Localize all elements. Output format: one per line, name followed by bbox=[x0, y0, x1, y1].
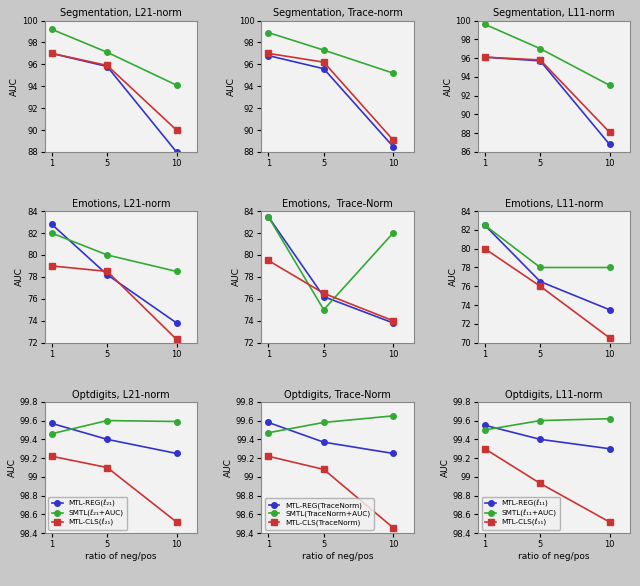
Y-axis label: AUC: AUC bbox=[444, 77, 452, 96]
Y-axis label: AUC: AUC bbox=[8, 458, 17, 477]
X-axis label: ratio of neg/pos: ratio of neg/pos bbox=[85, 552, 157, 561]
Title: Emotions, L21-norm: Emotions, L21-norm bbox=[72, 199, 170, 209]
Title: Optdigits, L21-norm: Optdigits, L21-norm bbox=[72, 390, 170, 400]
Y-axis label: AUC: AUC bbox=[232, 267, 241, 287]
Y-axis label: AUC: AUC bbox=[440, 458, 449, 477]
Y-axis label: AUC: AUC bbox=[449, 267, 458, 287]
Legend: MTL-REG(ℓ₁₁), SMTL(ℓ₁₁+AUC), MTL-CLS(ℓ₁₁): MTL-REG(ℓ₁₁), SMTL(ℓ₁₁+AUC), MTL-CLS(ℓ₁₁… bbox=[481, 497, 561, 530]
X-axis label: ratio of neg/pos: ratio of neg/pos bbox=[302, 552, 373, 561]
Y-axis label: AUC: AUC bbox=[10, 77, 19, 96]
Title: Optdigits, Trace-Norm: Optdigits, Trace-Norm bbox=[284, 390, 391, 400]
Y-axis label: AUC: AUC bbox=[227, 77, 236, 96]
Title: Segmentation, Trace-norm: Segmentation, Trace-norm bbox=[273, 8, 403, 18]
Y-axis label: AUC: AUC bbox=[224, 458, 233, 477]
Y-axis label: AUC: AUC bbox=[15, 267, 24, 287]
Title: Segmentation, L11-norm: Segmentation, L11-norm bbox=[493, 8, 615, 18]
Legend: MTL-REG(TraceNorm), SMTL(TraceNorm+AUC), MTL-CLS(TraceNorm): MTL-REG(TraceNorm), SMTL(TraceNorm+AUC),… bbox=[265, 499, 374, 530]
Legend: MTL-REG(ℓ₂₁), SMTL(ℓ₂₁+AUC), MTL-CLS(ℓ₂₁): MTL-REG(ℓ₂₁), SMTL(ℓ₂₁+AUC), MTL-CLS(ℓ₂₁… bbox=[49, 497, 127, 530]
X-axis label: ratio of neg/pos: ratio of neg/pos bbox=[518, 552, 590, 561]
Title: Emotions, L11-norm: Emotions, L11-norm bbox=[505, 199, 604, 209]
Title: Emotions,  Trace-Norm: Emotions, Trace-Norm bbox=[282, 199, 393, 209]
Title: Segmentation, L21-norm: Segmentation, L21-norm bbox=[60, 8, 182, 18]
Title: Optdigits, L11-norm: Optdigits, L11-norm bbox=[506, 390, 603, 400]
